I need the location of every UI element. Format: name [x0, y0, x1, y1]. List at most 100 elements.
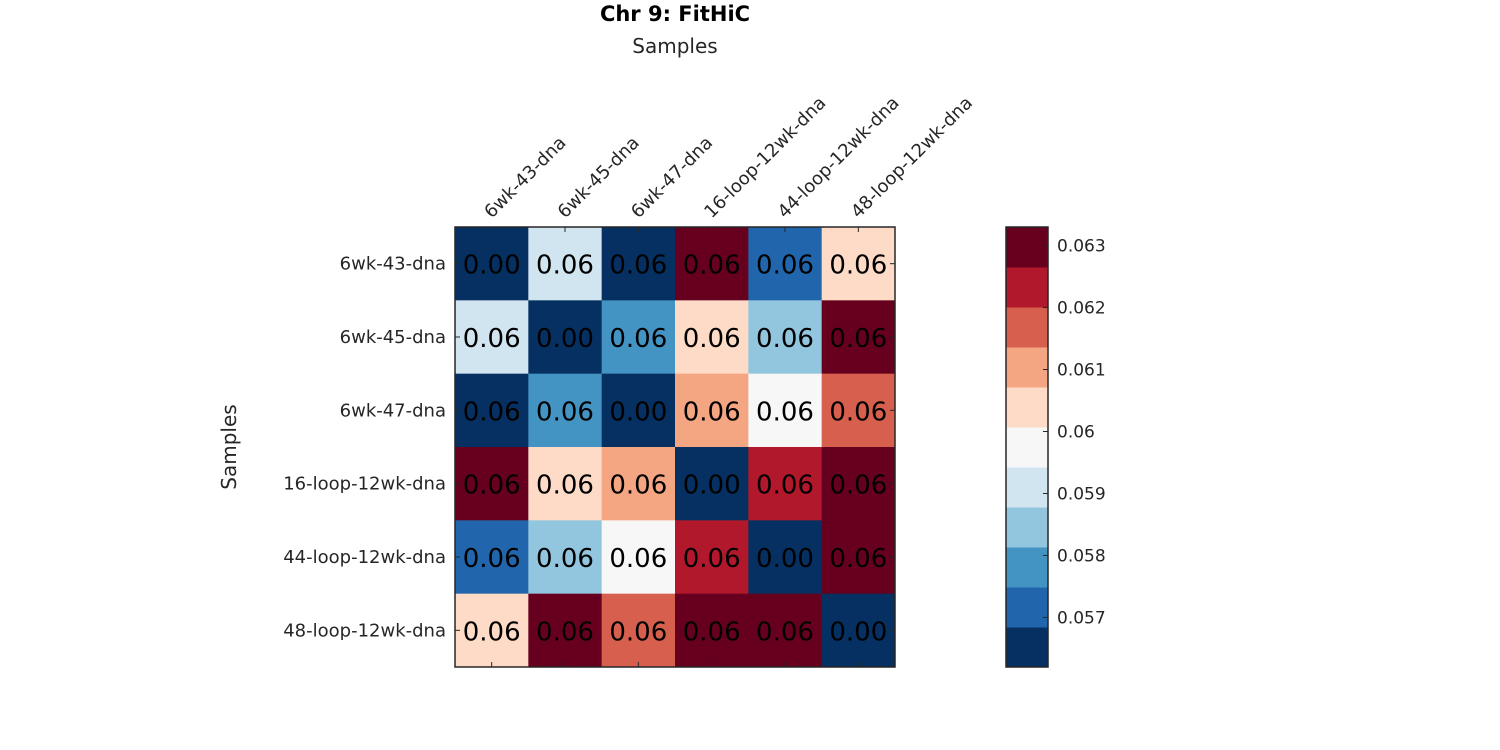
cell-value-label: 0.06 — [683, 324, 741, 354]
colorbar — [1005, 226, 1049, 668]
cell-value-label: 0.06 — [536, 471, 594, 501]
colorbar-segment — [1006, 227, 1048, 268]
cell-value-label: 0.06 — [463, 471, 521, 501]
cell-value-label: 0.06 — [536, 544, 594, 574]
heatmap-cell — [601, 520, 676, 595]
y-tick-label: 6wk-43-dna — [340, 254, 446, 275]
x-axis-label: Samples — [632, 34, 717, 58]
cell-value-label: 0.06 — [756, 251, 814, 281]
heatmap-cell-labels: 0.00 0.06 0.06 0.06 0.06 0.06 0.06 0.00 0.06 0.06… — [463, 251, 888, 648]
cell-value-label: 0.06 — [756, 617, 814, 647]
cell-value-label: 0.06 — [756, 471, 814, 501]
heatmap-cell — [455, 447, 529, 521]
x-tick-label: 48-loop-12wk-dna — [847, 93, 977, 223]
colorbar-tick-label: 0.063 — [1057, 237, 1106, 257]
heatmap-cell — [455, 520, 529, 595]
y-tick-labels: 6wk-43-dna 6wk-45-dna 6wk-47-dna 16-loop-12… — [283, 254, 446, 642]
heatmap-cell — [748, 593, 823, 668]
cell-value-label: 0.06 — [463, 544, 521, 574]
colorbar-segment — [1006, 587, 1048, 628]
cell-value-label: 0.06 — [536, 617, 594, 647]
heatmap-cell — [821, 227, 896, 301]
heatmap-cell — [748, 227, 823, 301]
heatmap-cell — [821, 300, 896, 375]
cell-value-label: 0.06 — [683, 251, 741, 281]
chart-title: Chr 9: FitHiC — [600, 2, 750, 26]
cell-value-label: 0.00 — [829, 617, 887, 647]
heatmap-cell — [455, 227, 529, 301]
colorbar-segment — [1006, 627, 1048, 668]
cell-value-label: 0.06 — [609, 617, 667, 647]
cell-value-label: 0.06 — [756, 397, 814, 427]
heatmap-cell — [748, 373, 823, 448]
heatmap-cell — [601, 227, 676, 301]
x-tick-label: 44-loop-12wk-dna — [774, 93, 904, 223]
heatmap-cell — [455, 373, 529, 448]
colorbar-tick-label: 0.061 — [1057, 361, 1106, 381]
x-tick-label: 16-loop-12wk-dna — [700, 93, 830, 223]
heatmap-cell — [528, 593, 603, 668]
heatmap-cell — [528, 373, 603, 448]
heatmap-cell — [675, 300, 749, 375]
cell-value-label: 0.06 — [756, 324, 814, 354]
heatmap-cell — [748, 447, 823, 521]
colorbar-tick-label: 0.062 — [1057, 299, 1106, 319]
colorbar-segment — [1006, 427, 1048, 468]
heatmap-cell — [455, 593, 529, 668]
colorbar-segment — [1006, 467, 1048, 508]
heatmap-cell — [528, 520, 603, 595]
y-tick-label: 6wk-47-dna — [340, 400, 446, 421]
heatmap-cell — [821, 447, 896, 521]
cell-value-label: 0.00 — [536, 324, 594, 354]
heatmap-cell — [528, 300, 603, 375]
heatmap-cell — [528, 447, 603, 521]
colorbar-frame — [1005, 226, 1049, 668]
heatmap-cell — [675, 227, 749, 301]
cell-value-label: 0.00 — [463, 251, 521, 281]
colorbar-segment — [1006, 267, 1048, 308]
cell-value-label: 0.00 — [756, 544, 814, 574]
cell-value-label: 0.06 — [609, 544, 667, 574]
heatmap-cell — [675, 593, 749, 668]
colorbar-tick-label: 0.059 — [1057, 484, 1106, 504]
heatmap-cell — [601, 373, 676, 448]
x-tick-labels: 6wk-43-dna6wk-45-dna6wk-47-dna16-loop-12… — [480, 93, 977, 223]
cell-value-label: 0.06 — [829, 544, 887, 574]
cell-value-label: 0.06 — [536, 251, 594, 281]
cell-value-label: 0.06 — [463, 324, 521, 354]
heatmap-cell — [601, 593, 676, 668]
heatmap-cell — [601, 300, 676, 375]
cell-value-label: 0.06 — [829, 251, 887, 281]
heatmap-cell — [528, 227, 603, 301]
colorbar-segment — [1006, 547, 1048, 588]
colorbar-segment — [1006, 387, 1048, 428]
plot-frame — [454, 226, 896, 668]
cell-value-label: 0.06 — [463, 617, 521, 647]
heatmap-cell — [748, 300, 823, 375]
colorbar-tick-label: 0.06 — [1057, 423, 1095, 443]
cell-value-label: 0.06 — [829, 471, 887, 501]
colorbar-segment — [1006, 307, 1048, 348]
cell-value-label: 0.06 — [463, 397, 521, 427]
heatmap-cell — [821, 373, 896, 448]
y-tick-label: 44-loop-12wk-dna — [283, 547, 446, 568]
colorbar-segment — [1006, 347, 1048, 388]
y-tick-label: 48-loop-12wk-dna — [283, 620, 446, 641]
y-axis-label: Samples — [217, 404, 241, 489]
cell-value-label: 0.06 — [683, 397, 741, 427]
cell-value-label: 0.00 — [609, 397, 667, 427]
cell-value-label: 0.06 — [683, 544, 741, 574]
colorbar-tick-labels: 0.057 0.058 0.059 0.06 0.061 0.062 0.063 — [1043, 237, 1106, 628]
heatmap-cell — [675, 447, 749, 521]
heatmap-cell — [601, 447, 676, 521]
y-tick-label: 6wk-45-dna — [340, 327, 446, 348]
colorbar-tick-label: 0.058 — [1057, 546, 1106, 566]
colorbar-tick-label: 0.057 — [1057, 608, 1106, 628]
cell-value-label: 0.06 — [609, 471, 667, 501]
heatmap-cell — [675, 373, 749, 448]
heatmap-cell — [821, 593, 896, 668]
colorbar-segment — [1006, 507, 1048, 548]
cell-value-label: 0.06 — [609, 251, 667, 281]
cell-value-label: 0.06 — [683, 617, 741, 647]
